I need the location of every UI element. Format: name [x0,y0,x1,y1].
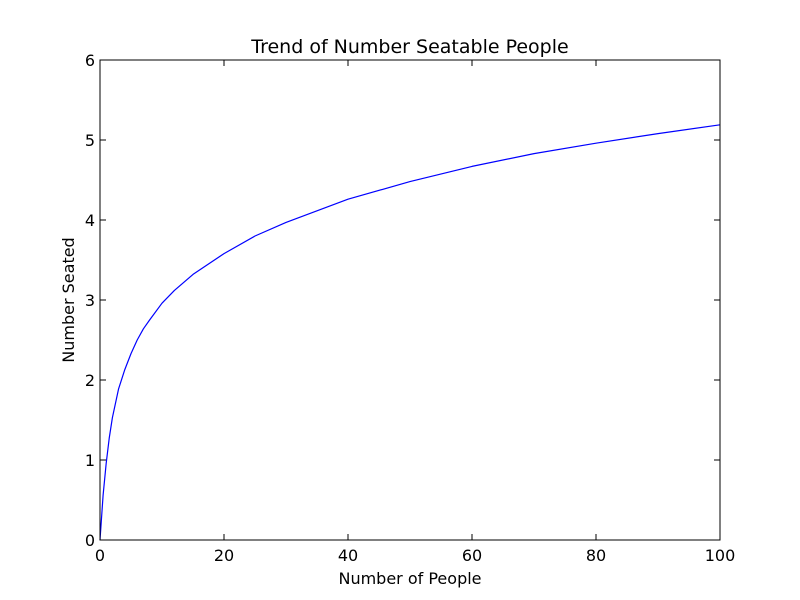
plot-frame [99,59,721,541]
y-tick-label: 1 [85,451,95,470]
x-tick-label: 80 [586,546,606,565]
x-tick-label: 40 [338,546,358,565]
x-tick-label: 100 [705,546,736,565]
x-tick-label: 60 [462,546,482,565]
y-tick-label: 0 [85,531,95,550]
y-tick-labels: 0 1 2 3 4 5 6 [85,51,95,550]
y-tick-label: 3 [85,291,95,310]
series-layer [99,124,721,541]
x-tick-label: 20 [214,546,234,565]
series-line [99,124,721,541]
x-tick-labels: 0 20 40 60 80 100 [95,546,735,565]
y-tick-label: 2 [85,371,95,390]
y-tick-label: 4 [85,211,95,230]
chart-title: Trend of Number Seatable People [250,36,568,58]
y-axis-label: Number Seated [59,237,78,362]
y-tick-label: 6 [85,51,95,70]
x-axis-label: Number of People [338,569,481,588]
plot-area [100,60,720,540]
y-tick-label: 5 [85,131,95,150]
x-tick-label: 0 [95,546,105,565]
